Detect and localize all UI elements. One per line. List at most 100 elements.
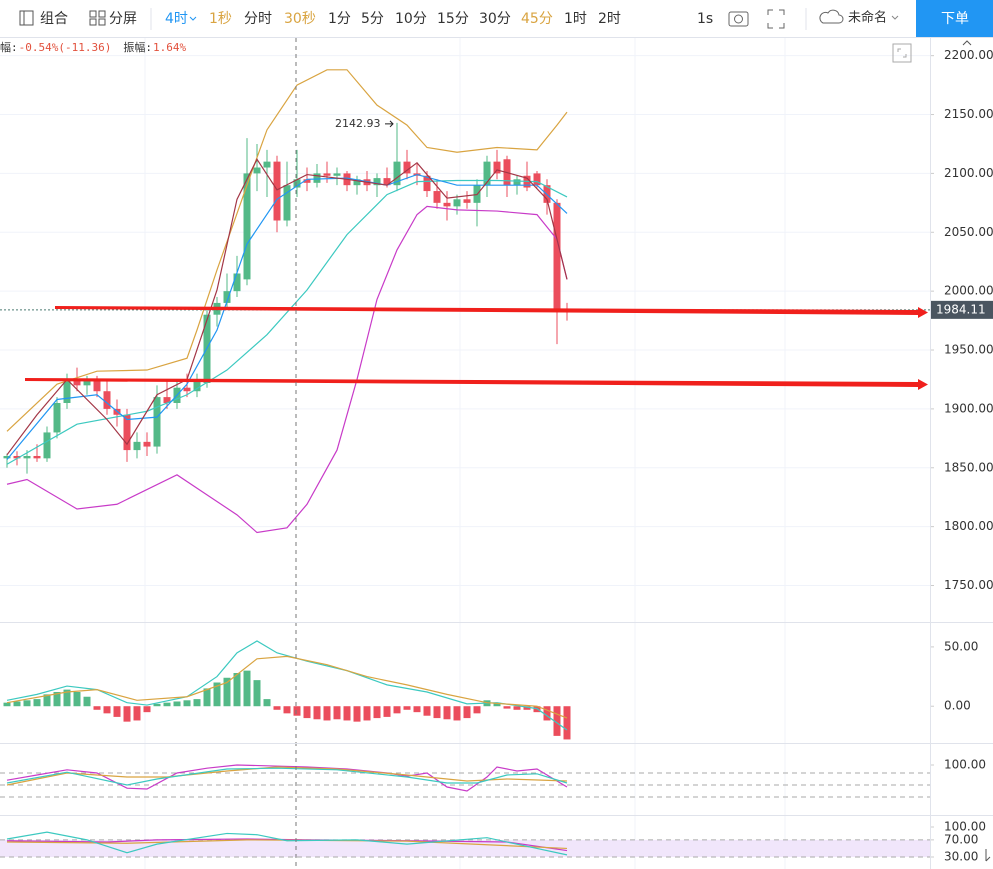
- candle-body: [433, 191, 441, 203]
- interval-group: 4时 1秒 分时 30秒 1分 5分 10分 15分 30分 45分 1时 2时: [165, 11, 621, 27]
- y-tick-label: 0.00: [944, 699, 971, 713]
- interval-button[interactable]: 10分: [395, 11, 427, 27]
- candle-body: [533, 173, 541, 186]
- y-tick-label: 100.00: [944, 820, 986, 834]
- candle-body: [463, 199, 471, 203]
- collapse-icon[interactable]: [962, 40, 972, 46]
- layout-name[interactable]: 未命名: [848, 10, 887, 26]
- toolbar: 组合 分屏 4时 1秒 分时 30秒 1分 5分 10分 15分 30分 45分 1时 2时 1s 未…: [0, 0, 993, 38]
- histogram-bar: [303, 706, 311, 719]
- candle-body: [83, 379, 91, 386]
- indicator-line: [6, 831, 568, 856]
- histogram-bar: [513, 706, 521, 710]
- candle-body: [453, 199, 461, 207]
- candle-body: [143, 441, 151, 447]
- y-tick-label: 2050.00: [944, 225, 993, 239]
- interval-button[interactable]: 30秒: [284, 11, 316, 27]
- interval-button[interactable]: 30分: [479, 11, 511, 27]
- indicator-line: [6, 838, 568, 852]
- histogram-bar: [223, 677, 231, 707]
- maximize-icon[interactable]: [892, 43, 912, 63]
- histogram-bar: [113, 706, 121, 717]
- interval-button[interactable]: 4时: [165, 11, 188, 27]
- candle-body: [43, 432, 51, 459]
- histogram-bar: [73, 691, 81, 707]
- indicator-line: [6, 839, 568, 850]
- interval-button[interactable]: 15分: [437, 11, 469, 27]
- candle-body: [513, 179, 521, 186]
- indicator-line: [6, 640, 568, 731]
- band: [0, 839, 930, 857]
- y-tick-label: 2200.00: [944, 48, 993, 62]
- histogram-bar: [13, 701, 21, 707]
- interval-button[interactable]: 2时: [598, 11, 621, 27]
- histogram-bar: [363, 706, 371, 721]
- cloud-icon[interactable]: [819, 9, 844, 24]
- indicator-line: [6, 158, 568, 456]
- histogram-bar: [353, 706, 361, 722]
- histogram-bar: [183, 700, 191, 707]
- combine-icon[interactable]: [19, 10, 34, 26]
- candle-body: [223, 291, 231, 303]
- split-button[interactable]: 分屏: [109, 11, 137, 27]
- camera-icon[interactable]: [728, 11, 749, 27]
- candle-body: [23, 455, 31, 459]
- interval-button[interactable]: 45分: [521, 11, 553, 27]
- interval-button[interactable]: 1分: [328, 11, 351, 27]
- order-button[interactable]: [916, 0, 993, 37]
- histogram-bar: [103, 706, 111, 714]
- split-icon[interactable]: [89, 10, 106, 26]
- interval-button[interactable]: 1秒: [209, 11, 232, 27]
- candle-body: [423, 175, 431, 192]
- histogram-bar: [563, 706, 571, 740]
- fullscreen-icon[interactable]: [767, 9, 785, 29]
- scroll-icon[interactable]: [985, 849, 991, 862]
- candle-body: [403, 161, 411, 174]
- histogram-bar: [63, 689, 71, 707]
- snapshot-interval[interactable]: 1s: [697, 11, 713, 27]
- histogram-bar: [423, 706, 431, 716]
- trend-arrow[interactable]: [25, 378, 928, 390]
- histogram-bar: [93, 706, 101, 710]
- histogram-bar: [53, 691, 61, 707]
- histogram-bar: [3, 702, 11, 707]
- candle-body: [33, 455, 41, 459]
- histogram-bar: [263, 699, 271, 707]
- histogram-bar: [553, 706, 561, 736]
- histogram-bar: [313, 706, 321, 720]
- histogram-bar: [193, 699, 201, 707]
- candle-body: [233, 273, 241, 292]
- y-tick-label: 30.00: [944, 850, 978, 864]
- combine-button[interactable]: 组合: [40, 11, 68, 27]
- y-tick-label: 50.00: [944, 639, 978, 653]
- histogram-bar: [383, 706, 391, 717]
- histogram-bar: [123, 706, 131, 722]
- panel-separators: [0, 622, 993, 816]
- y-tick-label: 1850.00: [944, 460, 993, 474]
- trend-arrow[interactable]: [55, 306, 928, 318]
- order-label[interactable]: 下单: [941, 11, 969, 27]
- histogram-bar: [253, 680, 261, 707]
- histogram-bar: [273, 706, 281, 710]
- y-tick-label: 2000.00: [944, 284, 993, 298]
- candle-body: [183, 387, 191, 392]
- info-value: 1.64%: [153, 41, 186, 54]
- candle-body: [153, 397, 161, 447]
- info-label: 振幅:: [123, 40, 152, 54]
- price-tag: [931, 300, 993, 319]
- histogram-bar: [233, 673, 241, 707]
- interval-button[interactable]: 5分: [361, 11, 384, 27]
- indicator-line: [6, 69, 568, 432]
- candle-body: [263, 161, 271, 168]
- histogram-bar: [43, 694, 51, 707]
- interval-button[interactable]: 1时: [564, 11, 587, 27]
- candle-body: [103, 391, 111, 409]
- candle-body: [313, 173, 321, 183]
- interval-button[interactable]: 分时: [244, 11, 272, 27]
- dropdown-arrow: [189, 16, 197, 21]
- drawings[interactable]: [25, 306, 928, 390]
- histogram-bar: [173, 701, 181, 707]
- indicator-line: [6, 766, 568, 786]
- histogram-bar: [453, 706, 461, 721]
